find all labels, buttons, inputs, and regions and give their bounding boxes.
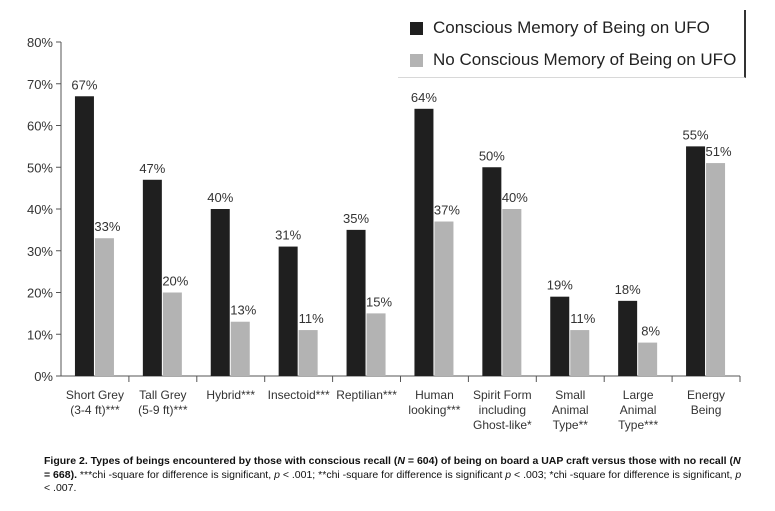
bar-conscious: [550, 296, 570, 376]
x-tick-label: Reptilian***: [336, 388, 397, 402]
figure-caption: Figure 2. Types of beings encountered by…: [44, 455, 744, 496]
x-tick-label: Spirit Form including Ghost-like*: [473, 388, 532, 432]
y-tick-label: 70%: [27, 77, 53, 92]
y-tick-label: 50%: [27, 160, 53, 175]
data-label: 51%: [706, 144, 732, 159]
bar-conscious: [618, 300, 638, 376]
x-tick-label: Hybrid***: [206, 388, 255, 402]
y-tick-label: 20%: [27, 286, 53, 301]
bar-no-conscious: [162, 292, 182, 376]
y-tick-label: 30%: [27, 244, 53, 259]
x-tick-label: Short Grey (3-4 ft)***: [66, 388, 124, 417]
data-label: 47%: [139, 161, 165, 176]
bar-no-conscious: [502, 209, 522, 376]
caption-lead: Figure 2. Types of beings encountered by…: [44, 455, 741, 481]
bar-chart: 0% 10% 20% 30% 40% 50% 60% 70% 80% 67% 47% 40% 31% 3…: [27, 35, 741, 432]
data-label: 40%: [207, 190, 233, 205]
x-tick-label: Small Animal Type**: [552, 388, 589, 432]
legend-label-no-conscious: No Conscious Memory of Being on UFO: [433, 50, 737, 69]
data-label: 35%: [343, 211, 369, 226]
bar-conscious: [414, 108, 434, 377]
x-tick-label: Human looking***: [408, 388, 460, 417]
bar-conscious: [686, 146, 706, 376]
bar-conscious: [278, 246, 298, 376]
bar-no-conscious: [230, 321, 250, 376]
data-label: 31%: [275, 228, 301, 243]
x-tick-label: Tall Grey (5-9 ft)***: [138, 388, 188, 417]
data-label: 11%: [570, 311, 595, 326]
data-label: 40%: [502, 190, 528, 205]
data-label: 64%: [411, 90, 437, 105]
bar-no-conscious: [638, 342, 658, 376]
bar-conscious: [142, 179, 162, 376]
bar-no-conscious: [570, 330, 590, 376]
data-label: 13%: [230, 303, 256, 318]
x-tick-label: Energy Being: [687, 388, 725, 417]
bar-conscious: [74, 96, 94, 377]
bar-conscious: [210, 209, 230, 376]
legend-label-conscious: Conscious Memory of Being on UFO: [433, 18, 710, 37]
category-labels: Short Grey (3-4 ft)*** Tall Grey (5-9 ft)**…: [66, 388, 725, 432]
data-label: 11%: [299, 311, 324, 326]
data-label: 67%: [71, 77, 97, 92]
value-labels: 67% 47% 40% 31% 35% 64% 50% 19% 18% 55% 33% 20% 13% 1…: [71, 77, 732, 338]
chart-legend: Conscious Memory of Being on UFO No Cons…: [398, 10, 746, 78]
data-label: 8%: [641, 324, 660, 339]
bar-conscious: [482, 167, 502, 376]
legend-item-conscious: Conscious Memory of Being on UFO: [410, 18, 710, 38]
bar-no-conscious: [94, 238, 114, 376]
data-label: 19%: [547, 278, 573, 293]
legend-swatch-conscious: [410, 21, 423, 35]
y-tick-label: 0%: [34, 369, 53, 384]
bar-no-conscious: [366, 313, 386, 376]
data-label: 37%: [434, 203, 460, 218]
x-tick-label: Large Animal Type***: [618, 388, 658, 432]
data-label: 18%: [615, 282, 641, 297]
bar-conscious: [346, 229, 366, 376]
x-tick-label: Insectoid***: [268, 388, 330, 402]
y-tick-label: 10%: [27, 327, 53, 342]
chart-bars: [74, 96, 726, 377]
data-label: 33%: [94, 219, 120, 234]
legend-swatch-no-conscious: [410, 53, 423, 67]
y-tick-label: 60%: [27, 119, 53, 134]
y-tick-label: 80%: [27, 35, 53, 50]
data-label: 15%: [366, 294, 392, 309]
data-label: 55%: [683, 127, 709, 142]
data-label: 50%: [479, 148, 505, 163]
data-label: 20%: [162, 274, 188, 289]
bar-no-conscious: [298, 330, 318, 376]
caption-notes: ***chi -square for difference is signifi…: [44, 468, 742, 495]
y-tick-label: 40%: [27, 202, 53, 217]
bar-no-conscious: [434, 221, 454, 376]
bar-no-conscious: [706, 163, 726, 376]
legend-item-no-conscious: No Conscious Memory of Being on UFO: [410, 50, 736, 70]
